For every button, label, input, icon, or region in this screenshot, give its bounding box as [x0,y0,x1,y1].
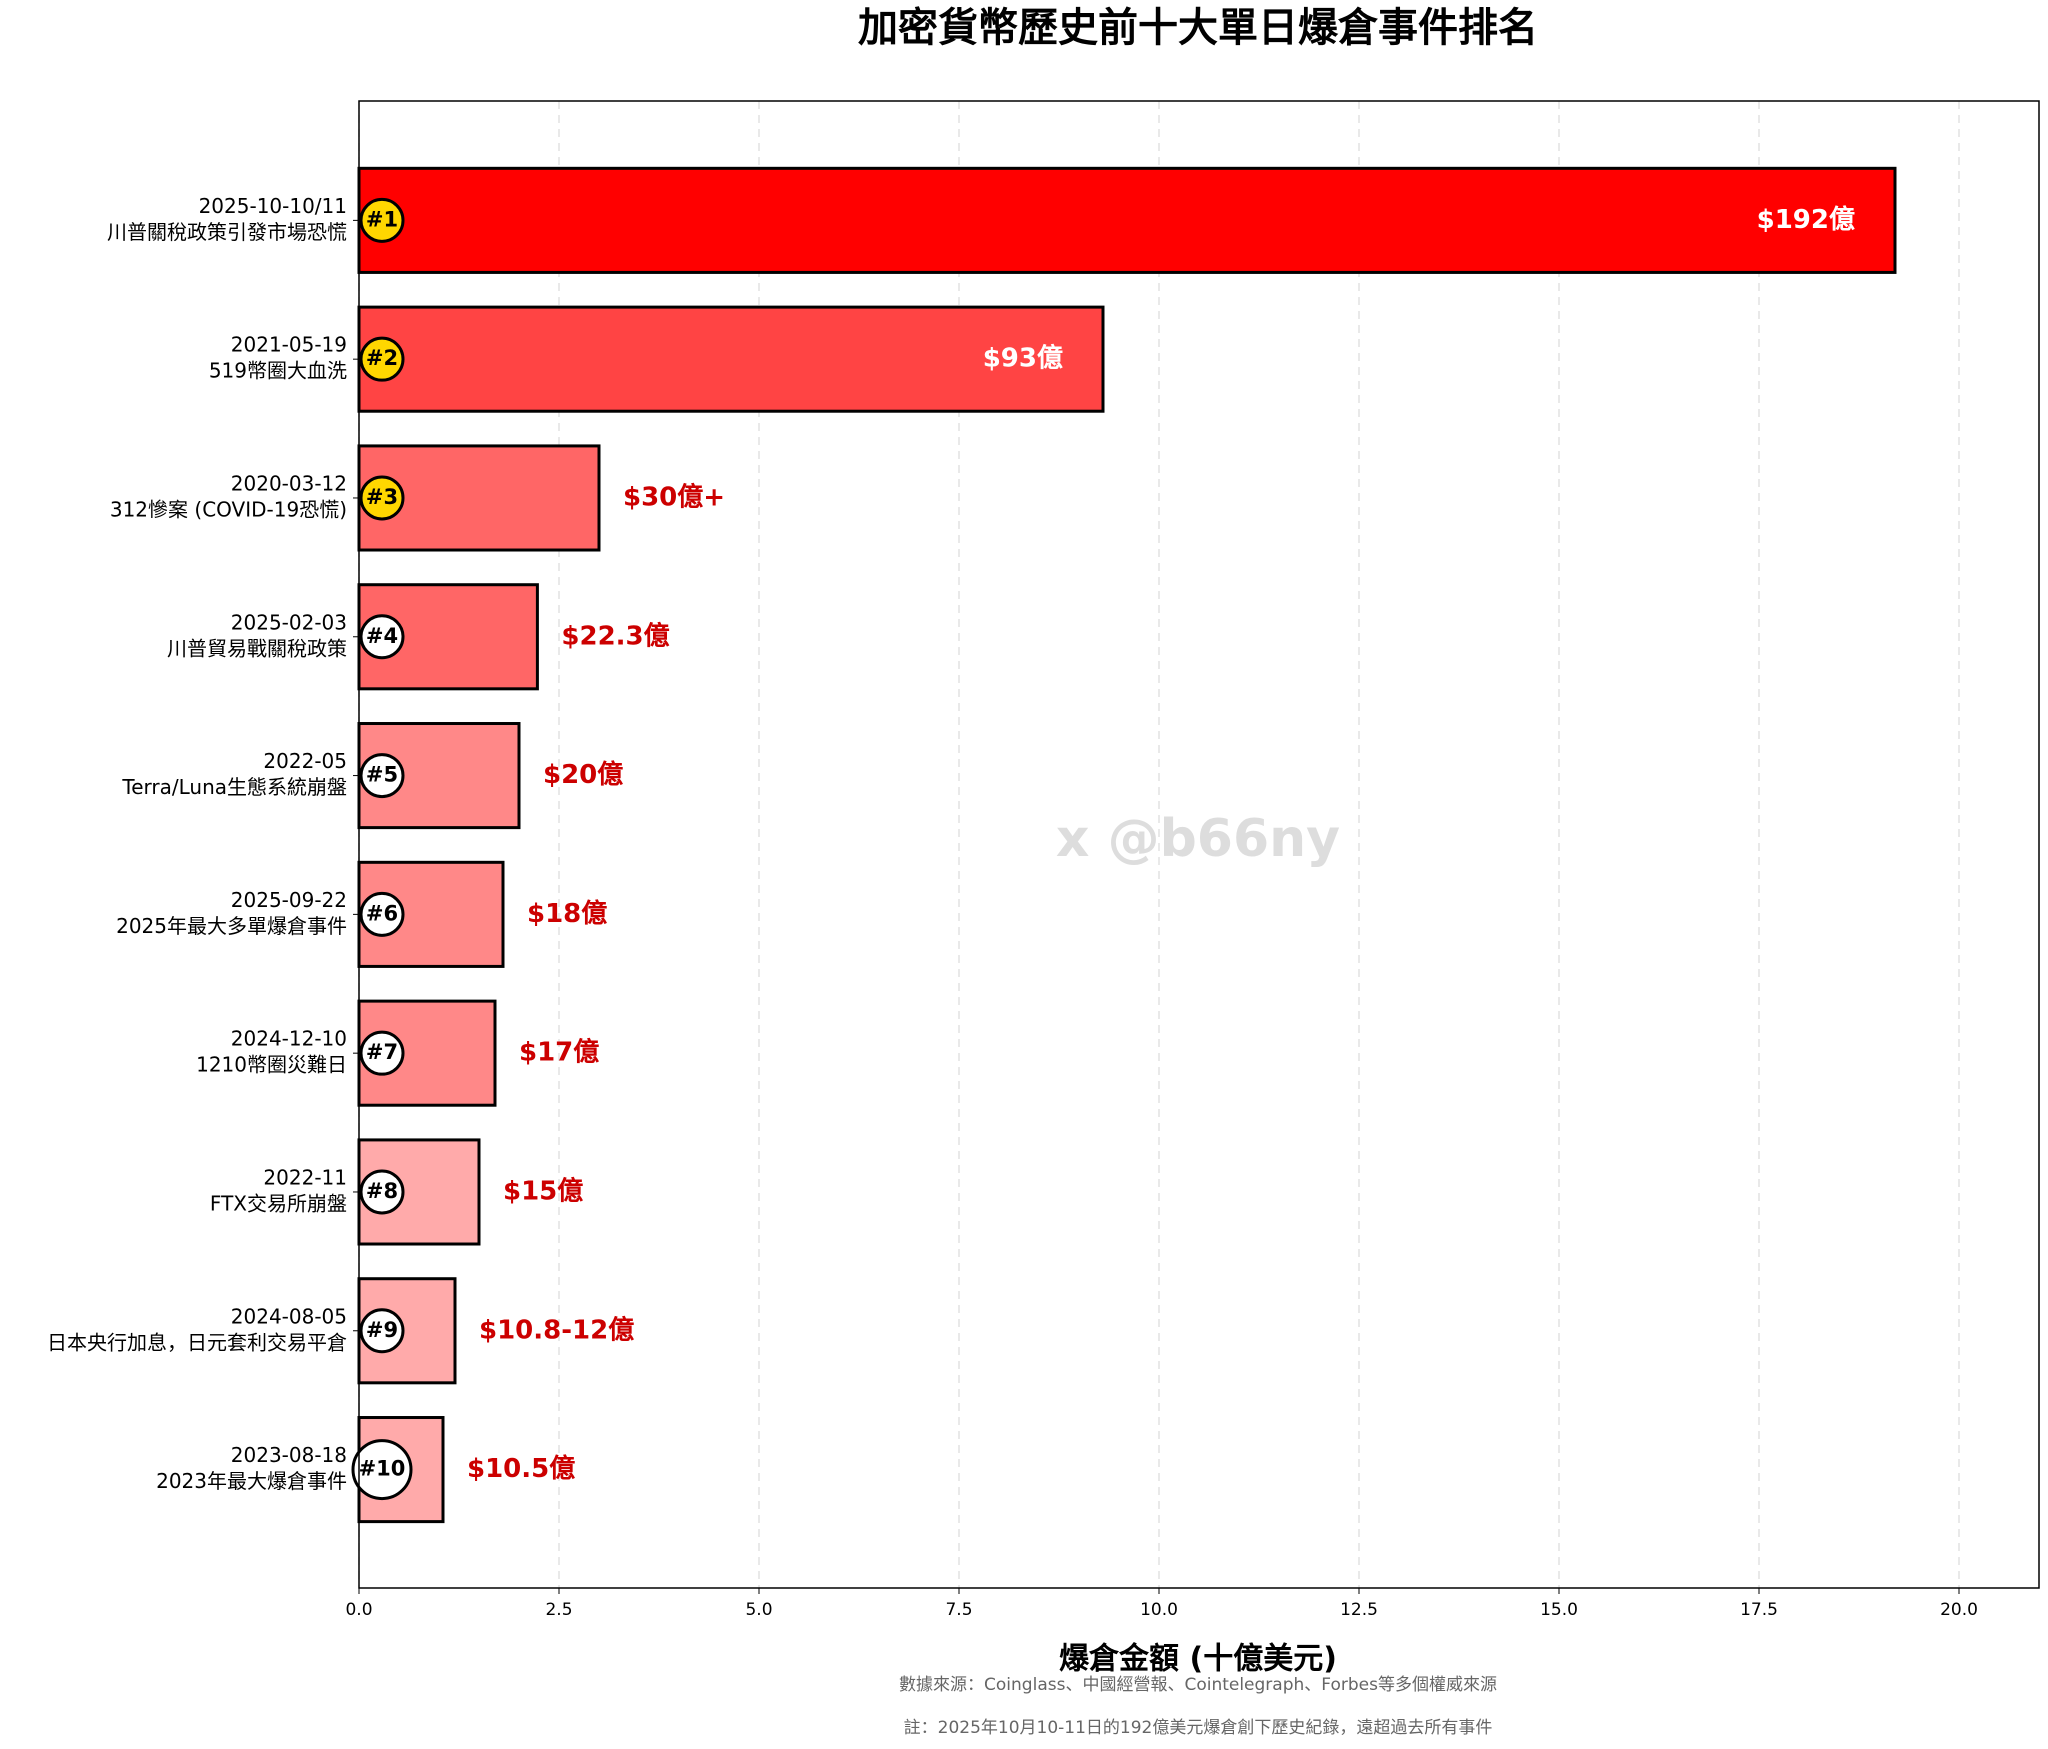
rank-label: #9 [366,1318,398,1342]
y-tick-label: 川普貿易戰關稅政策 [167,636,347,660]
watermark: x @b66ny [1056,809,1340,869]
footnote: 註：2025年10月10-11日的192億美元爆倉創下歷史紀錄，遠超過去所有事件 [904,1718,1493,1738]
value-label: $10.8-12億 [479,1315,634,1345]
value-label: $15億 [503,1176,583,1206]
x-tick-label: 17.5 [1740,1600,1778,1620]
rank-badge [359,475,405,521]
value-label: $10.5億 [467,1454,575,1484]
bar [357,166,1897,274]
y-tick-label: Terra/Luna生態系統崩盤 [121,775,347,799]
x-tick-label: 15.0 [1540,1600,1578,1620]
rank-label: #2 [366,346,398,370]
y-tick-label: 2022-05 [263,749,347,773]
y-tick-label: 2025-09-22 [231,888,347,912]
y-tick-label: 2025年最大多單爆倉事件 [116,914,347,938]
y-tick-label: FTX交易所崩盤 [210,1191,347,1215]
rank-label: #1 [366,207,398,231]
rank-badge [359,1169,405,1215]
y-tick-label: 1210幣圈災難日 [196,1053,347,1077]
x-tick-label: 10.0 [1140,1600,1178,1620]
rank-label: #3 [366,485,398,509]
x-tick-label: 20.0 [1940,1600,1978,1620]
rank-badge [359,1308,405,1354]
y-tick-label: 2024-08-05 [231,1304,347,1328]
y-tick-label: 2022-11 [263,1165,347,1189]
rank-label: #5 [366,763,398,787]
value-label: $17億 [519,1038,599,1068]
rank-badge [359,1030,405,1076]
x-tick-label: 2.5 [545,1600,572,1620]
rank-badge [359,753,405,799]
rank-label: #10 [359,1457,406,1481]
value-label: $22.3億 [561,621,669,651]
value-label: $192億 [1757,205,1855,235]
y-tick-label: 2021-05-19 [231,333,347,357]
bar [357,305,1105,413]
rank-label: #4 [366,624,398,648]
rank-badge [351,1439,413,1501]
rank-badge [359,197,405,243]
y-tick-label: 2025-02-03 [231,610,347,634]
value-label: $93億 [983,344,1063,374]
rank-badge [359,336,405,382]
footnote: 數據來源：Coinglass、中國經營報、Cointelegraph、Forbe… [899,1675,1497,1695]
x-tick-label: 7.5 [945,1600,972,1620]
y-tick-label: 2020-03-12 [231,471,347,495]
y-tick-label: 519幣圈大血洗 [209,359,347,383]
y-tick-label: 2025-10-10/11 [199,194,347,218]
x-tick-label: 12.5 [1340,1600,1378,1620]
y-tick-label: 川普關稅政策引發市場恐慌 [107,220,347,244]
rank-label: #7 [366,1040,398,1064]
x-axis-label: 爆倉金額 (十億美元) [1059,1642,1337,1677]
y-tick-label: 日本央行加息，日元套利交易平倉 [47,1330,347,1354]
y-tick-label: 2023-08-18 [231,1443,347,1467]
rank-label: #8 [366,1179,398,1203]
y-tick-label: 312慘案 (COVID-19恐慌) [110,497,347,521]
rank-badge [359,891,405,937]
value-label: $18億 [527,899,607,929]
x-tick-label: 5.0 [745,1600,772,1620]
value-label: $20億 [543,760,623,790]
value-label: $30億+ [623,482,725,512]
x-tick-label: 0.0 [345,1600,372,1620]
chart-title: 加密貨幣歷史前十大單日爆倉事件排名 [858,5,1538,51]
y-tick-label: 2024-12-10 [231,1027,347,1051]
y-tick-label: 2023年最大爆倉事件 [156,1469,347,1493]
rank-label: #6 [366,901,398,925]
plot-frame [358,100,2040,1589]
rank-badge [359,614,405,660]
